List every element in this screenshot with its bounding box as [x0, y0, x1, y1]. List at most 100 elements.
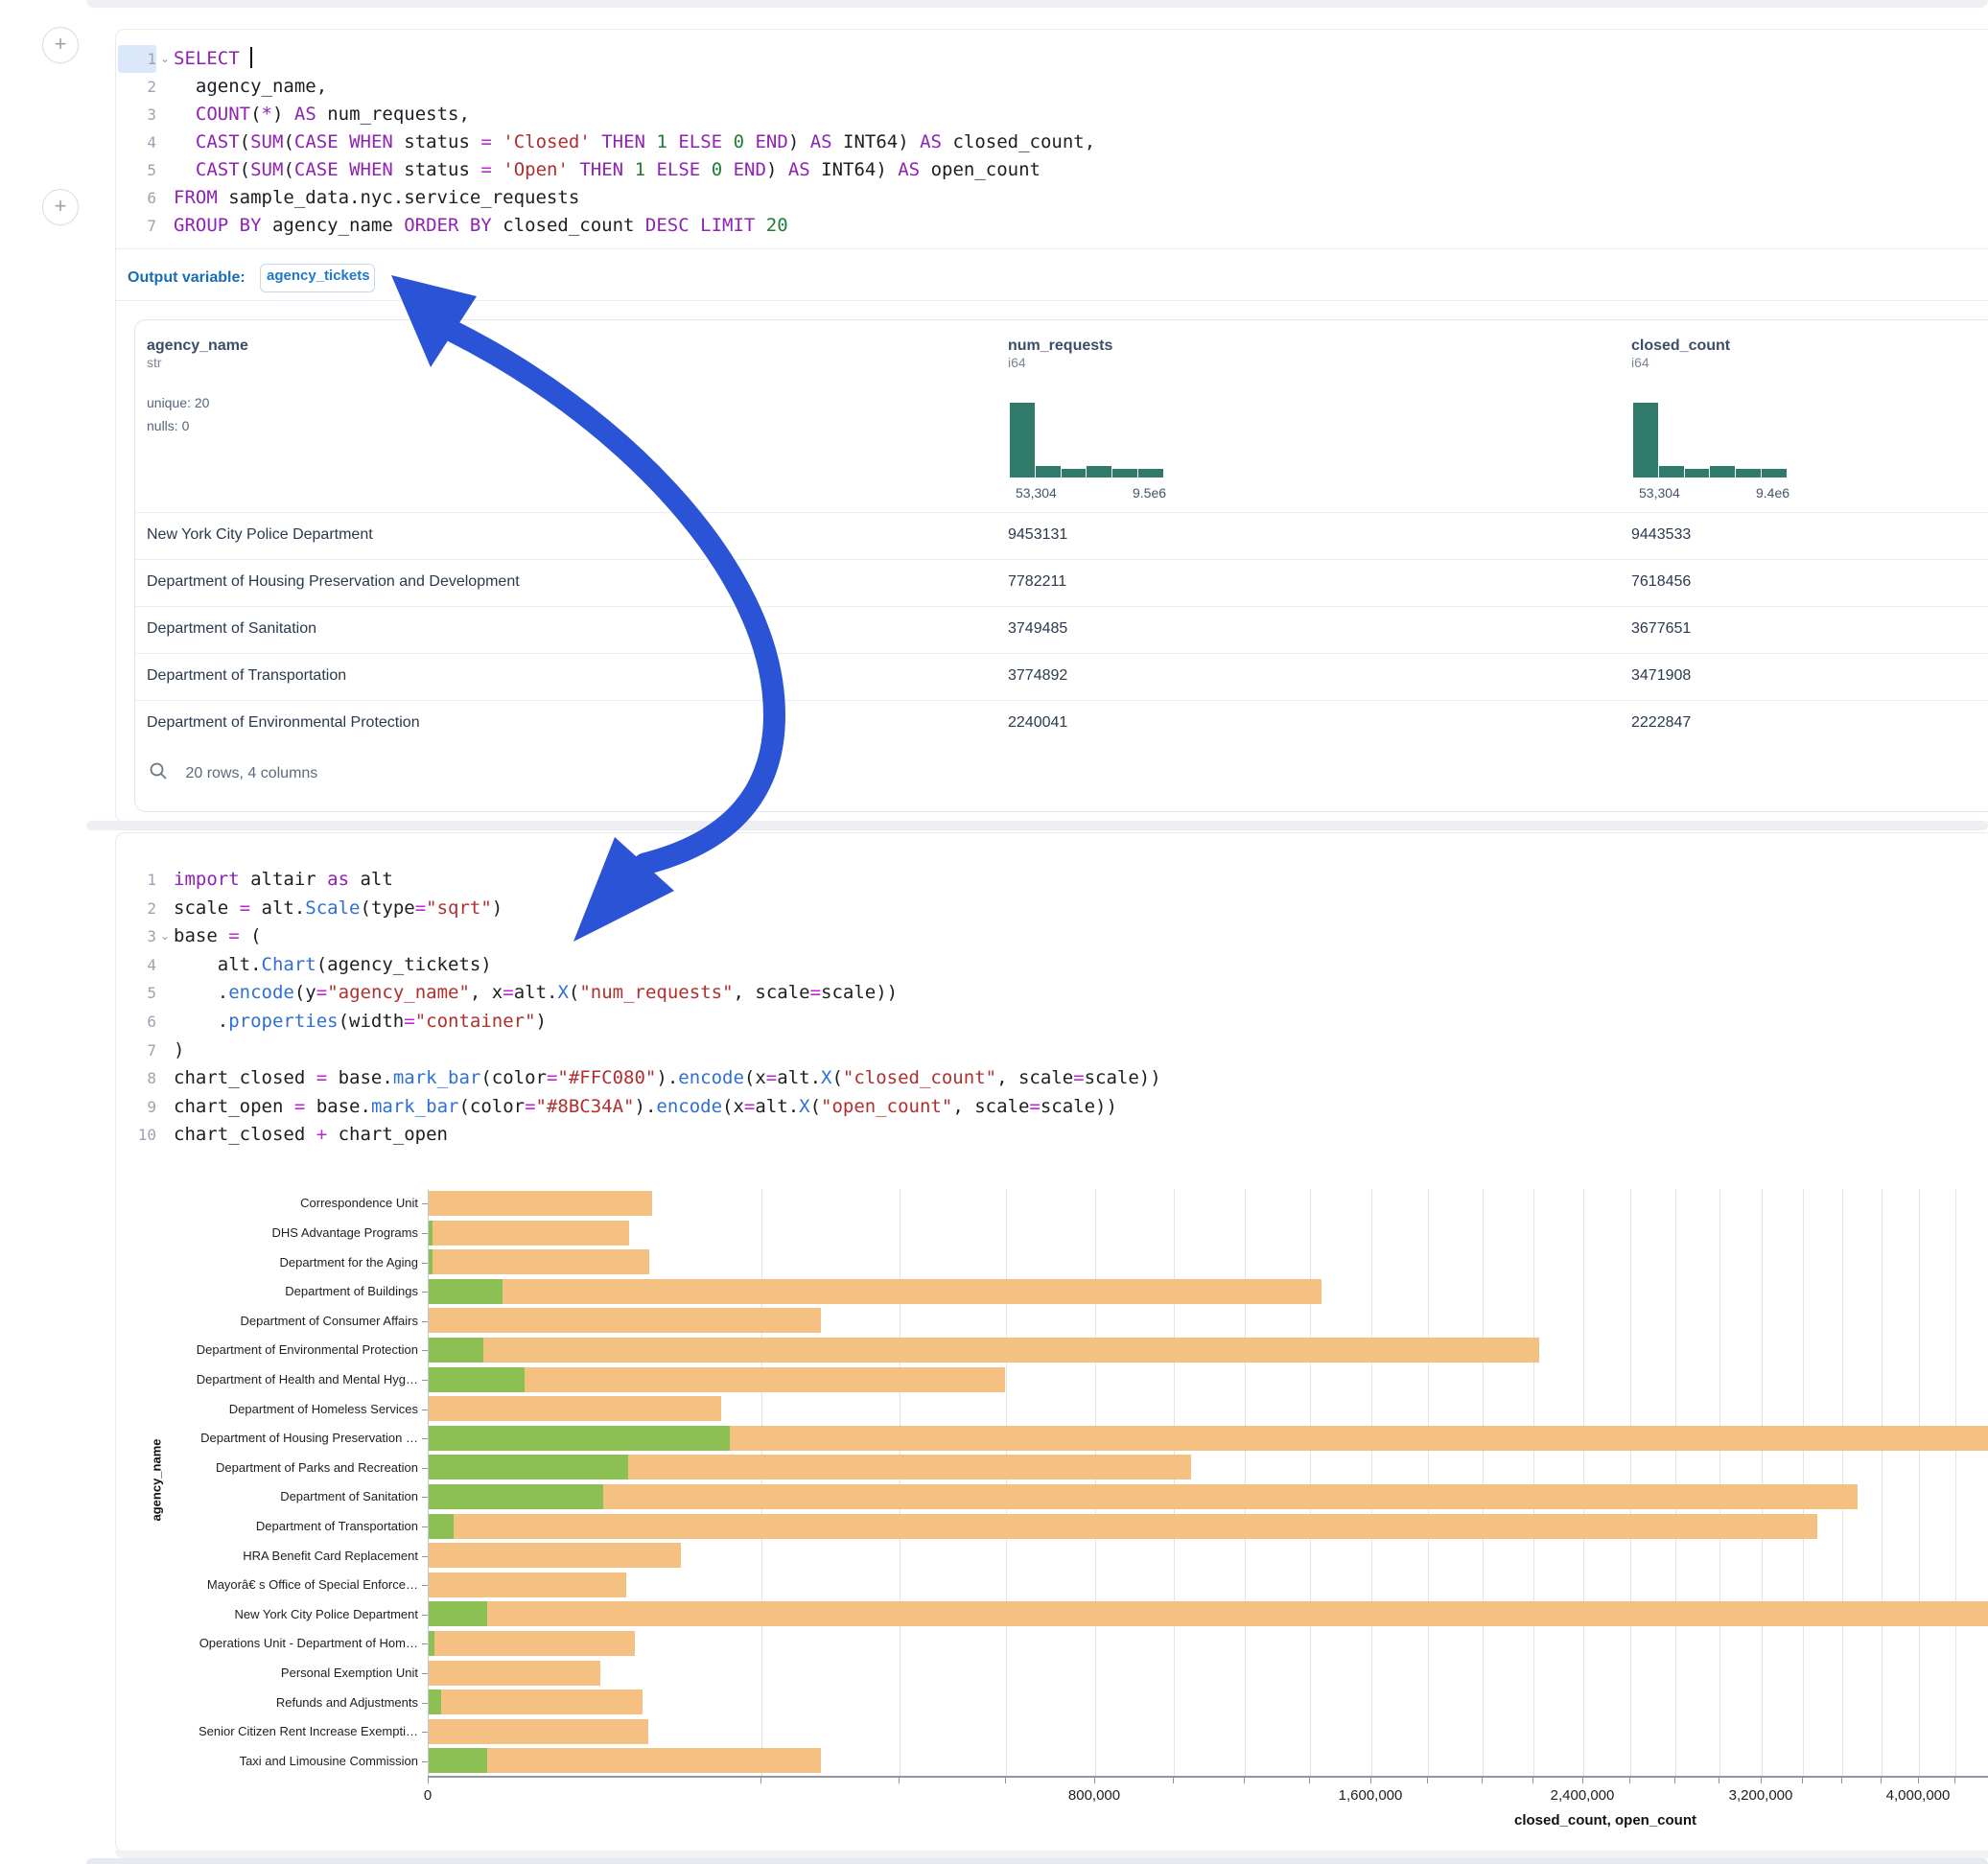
- y-axis-label: Correspondence Unit: [300, 1196, 418, 1210]
- histogram-bar: [1087, 466, 1112, 478]
- table-row[interactable]: Department of Housing Preservation and D…: [135, 559, 1988, 607]
- open-count-bar[interactable]: [429, 1338, 483, 1363]
- code-line[interactable]: chart_closed + chart_open: [174, 1124, 449, 1146]
- gridline: [1882, 1189, 1883, 1776]
- open-count-bar[interactable]: [429, 1367, 525, 1392]
- y-axis-label: Refunds and Adjustments: [275, 1695, 418, 1710]
- gridline: [761, 1189, 762, 1776]
- code-line[interactable]: CAST(SUM(CASE WHEN status = 'Open' THEN …: [195, 159, 1041, 180]
- code-line[interactable]: import altair as alt: [174, 869, 393, 890]
- open-count-bar[interactable]: [429, 1249, 433, 1274]
- closed-count-bar[interactable]: [429, 1719, 648, 1744]
- closed-count-bar[interactable]: [429, 1661, 600, 1686]
- x-axis-tick: [1094, 1778, 1095, 1783]
- x-axis-label: 3,200,000: [1728, 1787, 1793, 1804]
- line-number: 6: [147, 189, 156, 207]
- code-line[interactable]: SELECT: [174, 45, 253, 73]
- open-count-bar[interactable]: [429, 1689, 441, 1714]
- fold-chevron-icon[interactable]: ⌄: [160, 52, 171, 65]
- code-line[interactable]: ): [174, 1038, 185, 1060]
- code-line[interactable]: scale = alt.Scale(type="sqrt"): [174, 897, 503, 919]
- closed-count-bar[interactable]: [429, 1367, 1005, 1392]
- gridline: [1483, 1189, 1484, 1776]
- closed-count-bar[interactable]: [429, 1573, 626, 1597]
- code-line[interactable]: CAST(SUM(CASE WHEN status = 'Closed' THE…: [195, 131, 1096, 152]
- table-row[interactable]: Department of Transportation 3774892 347…: [135, 653, 1988, 701]
- histogram-bar: [1061, 469, 1087, 478]
- search-icon[interactable]: [149, 762, 172, 784]
- y-axis-tick: [422, 1673, 428, 1674]
- code-line[interactable]: chart_open = base.mark_bar(color="#8BC34…: [174, 1095, 1117, 1117]
- y-axis-tick: [422, 1263, 428, 1264]
- x-axis-label: 1,600,000: [1338, 1787, 1403, 1804]
- gridline: [1919, 1189, 1920, 1776]
- hist-max-label: 9.5e6: [1133, 485, 1167, 501]
- x-axis-tick: [1582, 1778, 1583, 1783]
- open-count-bar[interactable]: [429, 1221, 433, 1246]
- closed-count-bar[interactable]: [429, 1514, 1817, 1539]
- y-axis-tick: [422, 1703, 428, 1704]
- open-count-bar[interactable]: [429, 1601, 487, 1626]
- add-cell-button-top[interactable]: +: [42, 27, 79, 63]
- code-line[interactable]: base = (: [174, 925, 262, 947]
- code-line[interactable]: COUNT(*) AS num_requests,: [174, 104, 470, 125]
- histogram-bar: [1762, 469, 1787, 478]
- fold-chevron-icon[interactable]: ⌄: [160, 929, 171, 944]
- divider: [116, 248, 1988, 249]
- closed-count-bar[interactable]: [429, 1221, 629, 1246]
- hist-max-label: 9.4e6: [1756, 485, 1790, 501]
- table-row[interactable]: New York City Police Department 9453131 …: [135, 512, 1988, 560]
- y-axis-label: Mayorâ€ s Office of Special Enforce…: [206, 1577, 418, 1592]
- text-cursor: [250, 47, 253, 68]
- closed-count-bar[interactable]: [429, 1279, 1321, 1304]
- x-axis-tick: [1954, 1778, 1955, 1783]
- y-axis-label: Department of Consumer Affairs: [240, 1314, 418, 1328]
- chart-plot-area: [428, 1189, 1988, 1776]
- table-row[interactable]: Department of Environmental Protection 2…: [135, 700, 1988, 748]
- open-count-bar[interactable]: [429, 1748, 487, 1773]
- closed-count-bar[interactable]: [429, 1396, 721, 1421]
- table-row[interactable]: Department of Sanitation 3749485 3677651: [135, 606, 1988, 654]
- gridline: [1095, 1189, 1096, 1776]
- code-line[interactable]: .encode(y="agency_name", x=alt.X("num_re…: [174, 982, 899, 1004]
- open-count-bar[interactable]: [429, 1279, 503, 1304]
- closed-count-bar[interactable]: [429, 1689, 643, 1714]
- y-axis-tick: [422, 1233, 428, 1234]
- code-line[interactable]: GROUP BY agency_name ORDER BY closed_cou…: [174, 215, 788, 236]
- y-axis-label: Personal Exemption Unit: [280, 1666, 418, 1680]
- gridline: [1245, 1189, 1246, 1776]
- hist-min-label: 53,304: [1016, 485, 1057, 501]
- code-line[interactable]: alt.Chart(agency_tickets): [174, 953, 492, 975]
- gridline: [1719, 1189, 1720, 1776]
- closed-count-bar[interactable]: [429, 1601, 1988, 1626]
- column-header-agency-name[interactable]: agency_name str unique: 20 nulls: 0: [147, 338, 248, 433]
- x-axis-tick: [1629, 1778, 1630, 1783]
- open-count-bar[interactable]: [429, 1631, 434, 1656]
- open-count-bar[interactable]: [429, 1484, 603, 1509]
- open-count-bar[interactable]: [429, 1455, 628, 1480]
- output-variable-pill[interactable]: agency_tickets: [260, 264, 375, 292]
- line-number: 5: [147, 161, 156, 179]
- column-header-closed-count[interactable]: closed_count i64: [1631, 338, 1731, 370]
- closed-count-bar[interactable]: [429, 1748, 821, 1773]
- y-axis-label: Department of Housing Preservation …: [200, 1431, 418, 1445]
- closed-count-bar[interactable]: [429, 1631, 635, 1656]
- closed-count-bar[interactable]: [429, 1543, 681, 1568]
- closed-count-bar[interactable]: [429, 1338, 1539, 1363]
- open-count-bar[interactable]: [429, 1514, 454, 1539]
- add-cell-button-output[interactable]: +: [42, 189, 79, 225]
- closed-count-bar[interactable]: [429, 1191, 652, 1216]
- closed-count-bar[interactable]: [429, 1249, 649, 1274]
- open-count-bar[interactable]: [429, 1426, 730, 1451]
- x-axis-tick: [1532, 1778, 1533, 1783]
- closed-count-bar[interactable]: [429, 1484, 1858, 1509]
- code-line[interactable]: .properties(width="container"): [174, 1011, 547, 1032]
- code-line[interactable]: chart_closed = base.mark_bar(color="#FFC…: [174, 1067, 1161, 1089]
- histogram-bar: [1112, 469, 1138, 478]
- column-header-num-requests[interactable]: num_requests i64: [1008, 338, 1113, 370]
- code-line[interactable]: FROM sample_data.nyc.service_requests: [174, 187, 580, 208]
- line-number: 4: [147, 955, 156, 974]
- result-table: agency_name str unique: 20 nulls: 0 num_…: [134, 319, 1988, 812]
- closed-count-bar[interactable]: [429, 1308, 821, 1333]
- code-line[interactable]: agency_name,: [174, 76, 328, 97]
